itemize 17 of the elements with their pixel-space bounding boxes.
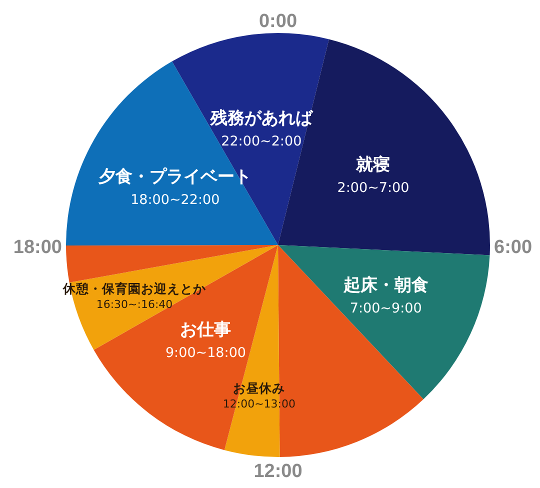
slice-label: 残務があれば <box>209 108 314 128</box>
data-label: 7:00~9:00 <box>350 300 422 317</box>
slice-label: 起床・朝食 <box>342 276 428 296</box>
data-label: 9:00~18:00 <box>165 345 246 362</box>
data-label: 12:00~13:00 <box>222 397 296 410</box>
slice-label: お昼休み <box>233 380 286 396</box>
slice-label: お仕事 <box>180 320 232 340</box>
text: 18:00 <box>13 237 62 258</box>
slice-label: 夕食・プライベート <box>98 166 252 187</box>
data-label: 16:30~:16:40 <box>96 298 173 312</box>
data-label: 2:00~7:00 <box>337 180 410 196</box>
text: 12:00 <box>254 461 302 482</box>
data-label: 18:00~22:00 <box>130 192 220 208</box>
text: 0:00 <box>258 11 298 32</box>
text: 6:00 <box>494 237 532 258</box>
slice-label: 就寝 <box>355 155 390 176</box>
data-label: 22:00~2:00 <box>221 133 302 150</box>
